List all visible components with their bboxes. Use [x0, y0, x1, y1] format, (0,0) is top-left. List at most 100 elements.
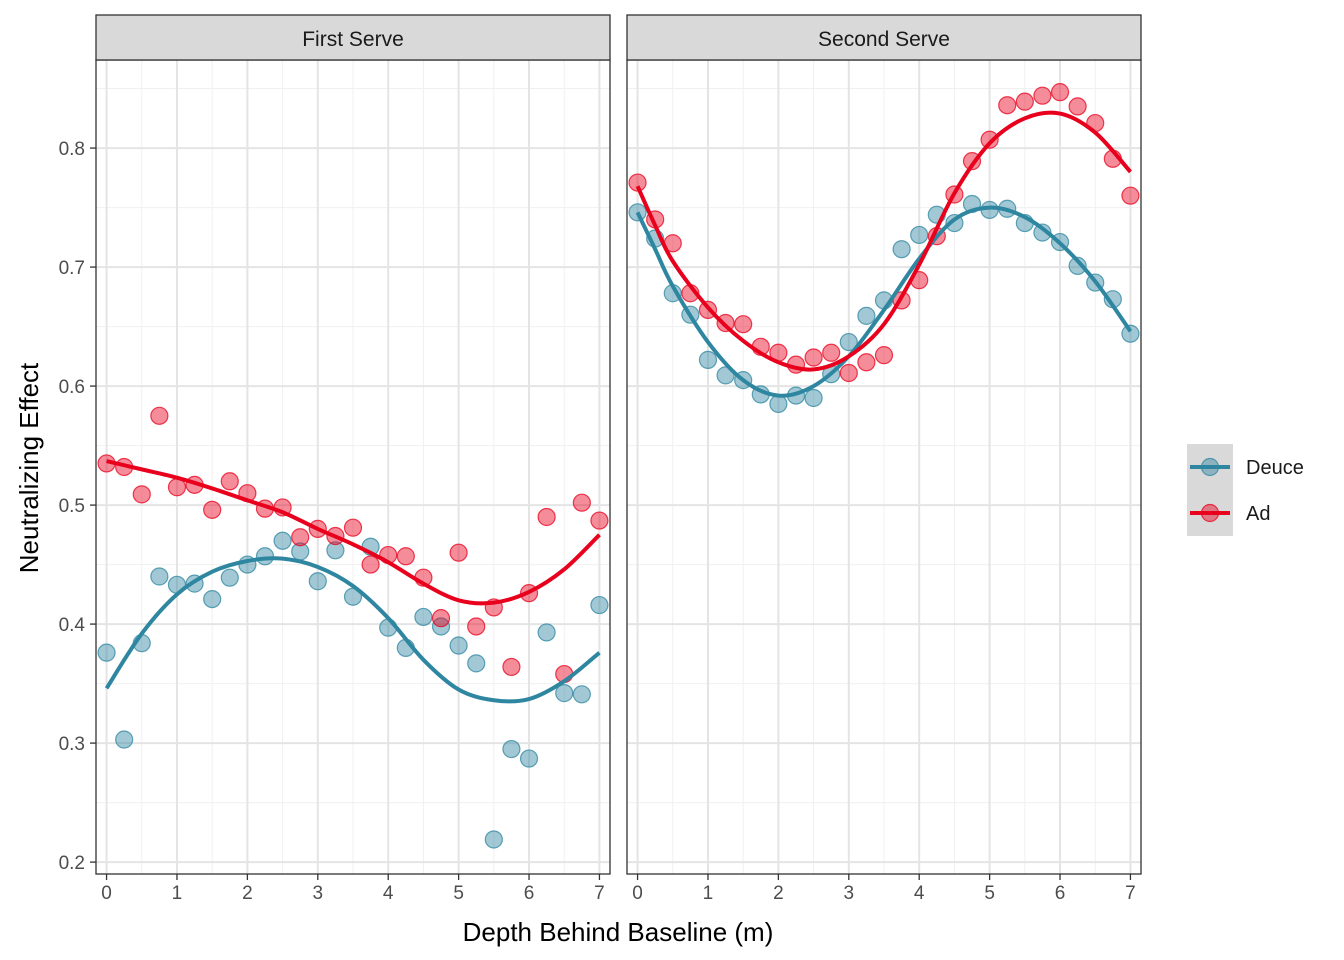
data-point-deuce — [716, 366, 735, 385]
data-point-ad — [132, 485, 151, 504]
data-point-ad — [1068, 97, 1087, 116]
y-tick-label: 0.5 — [59, 496, 85, 517]
panel-second-serve: Second Serve 0 1 2 3 4 5 6 7 — [626, 14, 1142, 904]
data-point-ad — [1050, 83, 1070, 102]
legend-label-ad: Ad — [1246, 503, 1270, 525]
x-tick-label: 2 — [773, 883, 784, 904]
data-point-deuce — [804, 388, 823, 408]
x-tick-label: 1 — [703, 883, 714, 904]
y-tick-label: 0.3 — [59, 734, 85, 755]
data-point-deuce — [892, 240, 911, 259]
data-point-deuce — [1033, 223, 1052, 242]
x-tick-label: 3 — [844, 883, 855, 904]
data-point-deuce — [203, 589, 222, 609]
data-point-deuce — [555, 684, 574, 703]
data-point-ad — [361, 555, 380, 574]
data-point-ad — [537, 507, 556, 527]
data-point-ad — [1015, 92, 1034, 111]
strip-background — [95, 14, 611, 61]
data-point-deuce — [910, 225, 929, 245]
x-tick-label: 7 — [1125, 883, 1136, 904]
data-point-ad — [857, 353, 876, 372]
data-point-deuce — [1068, 256, 1087, 275]
legend-key-ad — [1187, 490, 1233, 536]
data-point-deuce — [769, 394, 788, 414]
data-point-deuce — [502, 739, 521, 759]
x-axis-title: Depth Behind Baseline (m) — [463, 917, 774, 947]
legend-label-deuce: Deuce — [1246, 457, 1304, 479]
strip-label: Second Serve — [818, 28, 950, 51]
data-point-ad — [1033, 86, 1052, 105]
data-point-ad — [1121, 186, 1140, 205]
data-point-ad — [874, 346, 894, 365]
data-point-ad — [590, 511, 609, 530]
data-point-ad — [150, 406, 169, 425]
data-point-deuce — [537, 623, 556, 642]
data-point-deuce — [857, 306, 876, 325]
x-tick-label: 0 — [632, 883, 643, 904]
data-point-deuce — [150, 567, 169, 586]
y-tick-label: 0.8 — [59, 139, 85, 160]
panel-first-serve: First Serve 0 1 2 3 4 5 6 7 0.2 0.3 0.4 0.5 0.6 0.7 0.8 — [59, 14, 611, 904]
data-point-deuce — [220, 568, 239, 587]
data-point-deuce — [1121, 324, 1140, 343]
data-point-ad — [449, 543, 468, 562]
data-point-deuce — [97, 643, 116, 662]
smooth-line-deuce — [104, 556, 601, 704]
data-point-ad — [980, 130, 999, 149]
legend-point — [1200, 503, 1220, 523]
data-point-deuce — [414, 607, 433, 627]
data-point-ad — [822, 343, 841, 362]
data-point-ad — [431, 609, 451, 628]
x-tick-label: 4 — [914, 883, 925, 904]
smooth-line-ad — [106, 459, 601, 606]
data-point-ad — [203, 500, 222, 519]
legend-point — [1200, 457, 1220, 477]
y-axis-title: Neutralizing Effect — [14, 362, 44, 573]
data-point-deuce — [308, 572, 327, 591]
data-point-deuce — [326, 541, 345, 560]
x-tick-label: 4 — [383, 883, 394, 904]
strip-background — [626, 14, 1142, 61]
y-tick-label: 0.2 — [59, 853, 85, 874]
data-point-deuce — [255, 547, 275, 566]
y-tick-label: 0.4 — [59, 615, 86, 636]
x-tick-label: 6 — [524, 883, 535, 904]
data-point-ad — [572, 493, 591, 512]
data-point-ad — [839, 363, 858, 383]
x-tick-label: 3 — [313, 883, 324, 904]
strip-label: First Serve — [302, 28, 404, 51]
data-point-deuce — [449, 636, 468, 655]
panels-layer: First Serve 0 1 2 3 4 5 6 7 0.2 0.3 0.4 0.5 0.6 0.7 0.8… — [59, 14, 1142, 904]
data-point-ad — [734, 315, 753, 334]
data-point-ad — [467, 617, 486, 636]
y-tick-label: 0.7 — [59, 258, 85, 279]
x-tick-label: 6 — [1055, 883, 1066, 904]
legend: Deuce Ad — [1187, 444, 1304, 536]
smooth-line-ad — [635, 110, 1132, 372]
x-tick-label: 1 — [172, 883, 183, 904]
data-point-ad — [804, 348, 823, 367]
smooth-line-deuce — [635, 205, 1133, 398]
data-point-deuce — [698, 350, 718, 369]
data-point-ad — [998, 96, 1017, 115]
data-point-deuce — [839, 332, 858, 352]
x-tick-label: 0 — [101, 883, 112, 904]
data-point-ad — [502, 657, 521, 677]
x-tick-label: 2 — [242, 883, 253, 904]
data-point-deuce — [484, 830, 503, 849]
data-point-deuce — [273, 531, 292, 550]
data-point-deuce — [572, 685, 591, 704]
data-point-deuce — [519, 749, 539, 768]
data-point-ad — [343, 518, 363, 537]
legend-key-deuce — [1187, 444, 1233, 490]
x-tick-label: 5 — [984, 883, 995, 904]
x-tick-label: 5 — [453, 883, 464, 904]
data-point-ad — [291, 528, 310, 547]
y-tick-label: 0.6 — [59, 377, 85, 398]
data-point-deuce — [590, 595, 609, 615]
data-point-deuce — [467, 654, 486, 673]
x-tick-label: 7 — [594, 883, 605, 904]
data-point-ad — [220, 472, 239, 491]
